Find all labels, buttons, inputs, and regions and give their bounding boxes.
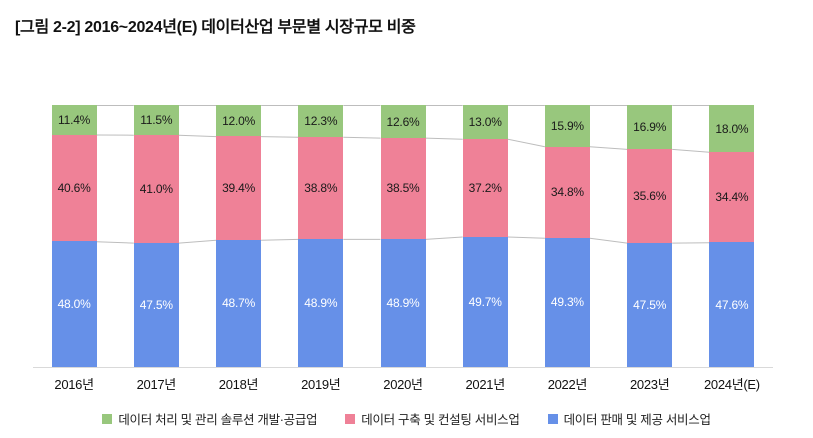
segment-value-label: 11.5% xyxy=(140,113,173,128)
bar-segment-blue: 47.6% xyxy=(709,242,755,367)
bar-segment-green: 13.0% xyxy=(462,105,508,140)
legend-label: 데이터 처리 및 관리 솔루션 개발·공급업 xyxy=(118,413,318,427)
stacked-bar: 11.5% 41.0% 47.5% xyxy=(133,105,179,367)
bar-segment-pink: 41.0% xyxy=(133,135,179,243)
legend: 데이터 처리 및 관리 솔루션 개발·공급업 데이터 구축 및 컨설팅 서비스업… xyxy=(0,409,813,428)
segment-value-label: 39.4% xyxy=(222,180,256,195)
bar-segment-pink: 35.6% xyxy=(627,149,673,243)
bar-segment-pink: 40.6% xyxy=(51,134,97,242)
bar-segment-green: 12.6% xyxy=(380,105,426,138)
segment-value-label: 47.6% xyxy=(715,297,749,312)
bar-segment-blue: 49.7% xyxy=(462,236,508,367)
legend-swatch-green xyxy=(102,413,113,424)
x-axis-label: 2021년 xyxy=(465,377,505,392)
x-axis-label: 2019년 xyxy=(301,377,341,392)
series-connector-lines xyxy=(96,105,710,244)
stacked-bar: 13.0% 37.2% 49.7% xyxy=(462,105,508,367)
bar-segment-green: 11.4% xyxy=(51,105,97,135)
bar-segment-blue: 48.7% xyxy=(216,239,262,368)
bar-segment-blue: 49.3% xyxy=(544,237,590,367)
segment-value-label: 34.8% xyxy=(550,185,584,200)
figure-title: [그림 2-2] 2016~2024년(E) 데이터산업 부문별 시장규모 비중 xyxy=(15,19,416,36)
stacked-bar: 16.9% 35.6% 47.5% xyxy=(627,105,673,368)
stacked-bar: 15.9% 34.8% 49.3% xyxy=(544,105,590,367)
segment-value-label: 34.4% xyxy=(715,190,749,205)
stacked-bar: 18.0% 34.4% 47.6% xyxy=(709,105,755,367)
legend-item-sales-provision: 데이터 판매 및 제공 서비스업 xyxy=(547,409,711,428)
bar-segment-green: 11.5% xyxy=(133,105,179,136)
segment-value-label: 49.7% xyxy=(468,294,502,309)
x-axis-label: 2016년 xyxy=(54,377,94,392)
x-axis-label: 2022년 xyxy=(547,377,588,392)
bar-segment-pink: 39.4% xyxy=(216,136,262,240)
segment-value-label: 12.0% xyxy=(222,113,256,128)
legend-item-solution-dev: 데이터 처리 및 관리 솔루션 개발·공급업 xyxy=(102,409,318,428)
bar-segment-pink: 38.5% xyxy=(380,138,426,239)
segment-value-label: 35.6% xyxy=(633,188,667,203)
segment-value-label: 48.0% xyxy=(57,297,91,312)
legend-swatch-pink xyxy=(345,413,356,424)
segment-value-label: 12.6% xyxy=(386,114,420,129)
bar-segment-green: 15.9% xyxy=(544,105,590,147)
segment-value-label: 38.8% xyxy=(304,181,338,196)
x-axis-label: 2020년 xyxy=(383,377,423,392)
stacked-bar: 12.6% 38.5% 48.9% xyxy=(380,105,426,367)
legend-label: 데이터 판매 및 제공 서비스업 xyxy=(563,413,711,427)
bar-segment-blue: 47.5% xyxy=(133,242,179,367)
segment-value-label: 48.7% xyxy=(222,296,256,311)
bar-segment-pink: 38.8% xyxy=(298,137,344,239)
segment-value-label: 18.0% xyxy=(715,121,749,136)
segment-value-label: 11.4% xyxy=(58,112,91,127)
segment-value-label: 47.5% xyxy=(139,297,173,312)
x-axis-label: 2017년 xyxy=(136,377,177,392)
stacked-bar: 11.4% 40.6% 48.0% xyxy=(51,105,97,367)
segment-value-label: 16.9% xyxy=(633,120,667,135)
bar-segment-green: 16.9% xyxy=(627,105,673,150)
stacked-bar: 12.0% 39.4% 48.7% xyxy=(216,105,262,368)
segment-value-label: 41.0% xyxy=(139,181,173,196)
segment-value-label: 47.5% xyxy=(633,297,667,312)
segment-value-label: 37.2% xyxy=(468,180,502,195)
segment-value-label: 48.9% xyxy=(386,295,420,310)
segment-value-label: 48.9% xyxy=(304,295,338,310)
bar-segment-blue: 48.0% xyxy=(51,241,97,367)
x-axis-label: 2018년 xyxy=(218,377,259,392)
bar-segment-pink: 37.2% xyxy=(462,139,508,237)
bar-segment-green: 12.0% xyxy=(216,105,262,137)
legend-swatch-blue xyxy=(547,413,558,424)
x-axis-label: 2023년 xyxy=(629,377,670,392)
legend-label: 데이터 구축 및 컨설팅 서비스업 xyxy=(361,413,520,427)
plot-area: 11.4% 40.6% 48.0% 11.5% 41.0% 47.5% 12.0% 39.4%… xyxy=(33,105,773,368)
segment-value-label: 40.6% xyxy=(57,181,91,196)
segment-value-label: 13.0% xyxy=(468,115,502,130)
segment-value-label: 12.3% xyxy=(304,114,338,129)
segment-value-label: 15.9% xyxy=(550,118,584,133)
bar-segment-pink: 34.8% xyxy=(544,146,590,238)
segment-value-label: 49.3% xyxy=(550,295,584,310)
bar-segment-pink: 34.4% xyxy=(709,152,755,243)
bar-segment-green: 18.0% xyxy=(709,105,755,153)
bar-segment-blue: 47.5% xyxy=(627,242,673,368)
segment-value-label: 38.5% xyxy=(386,181,420,196)
x-axis-label: 2024년(E) xyxy=(703,377,760,392)
bar-segment-green: 12.3% xyxy=(298,105,344,138)
x-axis: 2016년 2017년 2018년 2019년 2020년 2021년 2022년 2023년… xyxy=(33,374,773,394)
legend-item-construction-consulting: 데이터 구축 및 컨설팅 서비스업 xyxy=(345,409,520,428)
bar-segment-blue: 48.9% xyxy=(380,238,426,367)
stacked-bar: 12.3% 38.8% 48.9% xyxy=(298,105,344,367)
bar-segment-blue: 48.9% xyxy=(298,238,344,367)
